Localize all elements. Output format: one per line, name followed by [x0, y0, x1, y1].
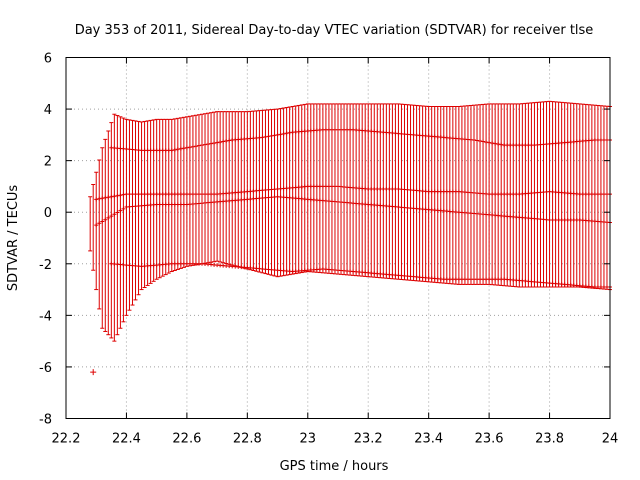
- x-tick-label: 23.6: [475, 432, 504, 447]
- data-point: [496, 142, 501, 147]
- data-point: [184, 145, 189, 150]
- x-tick-label: 23: [300, 432, 317, 447]
- data-point: [206, 142, 211, 147]
- outlier-point: [90, 369, 97, 376]
- data-series: [88, 100, 612, 376]
- data-point: [490, 141, 495, 146]
- data-point: [472, 138, 476, 143]
- data-point: [200, 143, 204, 148]
- y-tick-label: 4: [44, 103, 52, 118]
- data-point: [475, 138, 480, 143]
- data-point: [178, 146, 183, 151]
- data-point: [97, 196, 102, 201]
- data-point: [121, 206, 126, 211]
- data-point: [266, 134, 271, 139]
- x-tick-label: 22.6: [172, 432, 201, 447]
- data-point: [481, 139, 486, 144]
- data-point: [284, 131, 289, 136]
- data-point: [115, 210, 120, 215]
- data-point: [224, 139, 229, 144]
- data-point: [103, 217, 108, 222]
- data-point: [112, 194, 117, 199]
- y-tick-label: -4: [39, 309, 52, 324]
- y-axis-label: SDTVAR / TECUs: [6, 185, 21, 292]
- data-point: [97, 221, 102, 226]
- data-point: [221, 139, 226, 144]
- data-point: [278, 132, 283, 137]
- data-point: [94, 223, 99, 228]
- x-tick-label: 22.2: [52, 432, 81, 447]
- data-point: [187, 145, 192, 150]
- y-tick-label: -8: [39, 413, 52, 428]
- x-tick-label: 22.8: [233, 432, 262, 447]
- y-tick-label: -6: [39, 361, 52, 376]
- data-point: [212, 141, 217, 146]
- data-point: [109, 214, 114, 219]
- data-point: [218, 140, 223, 145]
- data-point: [100, 219, 105, 224]
- data-point: [100, 196, 105, 201]
- data-point: [493, 141, 498, 146]
- data-point: [272, 133, 277, 138]
- y-tick-label: 2: [44, 155, 52, 170]
- x-axis-label: GPS time / hours: [280, 459, 389, 474]
- data-point: [209, 141, 214, 146]
- data-point: [260, 135, 265, 140]
- data-point: [203, 142, 208, 147]
- data-point: [287, 130, 292, 135]
- data-point: [193, 144, 198, 149]
- data-point: [215, 140, 220, 145]
- data-point: [487, 140, 492, 145]
- x-tick-labels: 22.2 22.4 22.6 22.8 23 23.2 23.4 23.6 23.8 24: [52, 432, 619, 447]
- chart-title: Day 353 of 2011, Sidereal Day-to-day VTE…: [75, 23, 594, 38]
- x-tick-label: 23.2: [354, 432, 383, 447]
- data-point: [109, 194, 114, 199]
- x-tick-label: 24: [602, 432, 619, 447]
- data-point: [118, 193, 123, 198]
- data-point: [499, 142, 504, 147]
- y-tick-label: -2: [39, 258, 52, 273]
- data-point: [115, 193, 120, 198]
- x-tick-label: 22.4: [112, 432, 141, 447]
- data-point: [103, 195, 108, 200]
- axis-ticks: [65, 57, 611, 419]
- plot-frame: [65, 57, 611, 419]
- data-point: [169, 148, 174, 153]
- data-point: [478, 139, 483, 144]
- data-point: [275, 132, 280, 137]
- data-point: [106, 195, 111, 200]
- data-point: [263, 134, 268, 139]
- x-tick-label: 23.4: [414, 432, 443, 447]
- data-point: [121, 192, 126, 197]
- data-point: [118, 208, 123, 213]
- data-point: [94, 197, 99, 202]
- data-point: [112, 212, 117, 217]
- data-point: [175, 147, 180, 152]
- data-point: [106, 215, 111, 220]
- data-point: [190, 144, 195, 149]
- data-point: [269, 133, 274, 138]
- y-tick-label: 0: [44, 206, 52, 221]
- data-point: [196, 143, 201, 148]
- data-point: [281, 131, 286, 136]
- data-point: [181, 146, 186, 151]
- data-point: [227, 138, 232, 143]
- data-point: [484, 140, 489, 145]
- y-tick-label: 6: [44, 52, 52, 67]
- x-tick-label: 23.8: [535, 432, 564, 447]
- data-point: [172, 147, 177, 152]
- y-tick-labels: -8 -6 -4 -2 0 2 4 6: [39, 52, 52, 428]
